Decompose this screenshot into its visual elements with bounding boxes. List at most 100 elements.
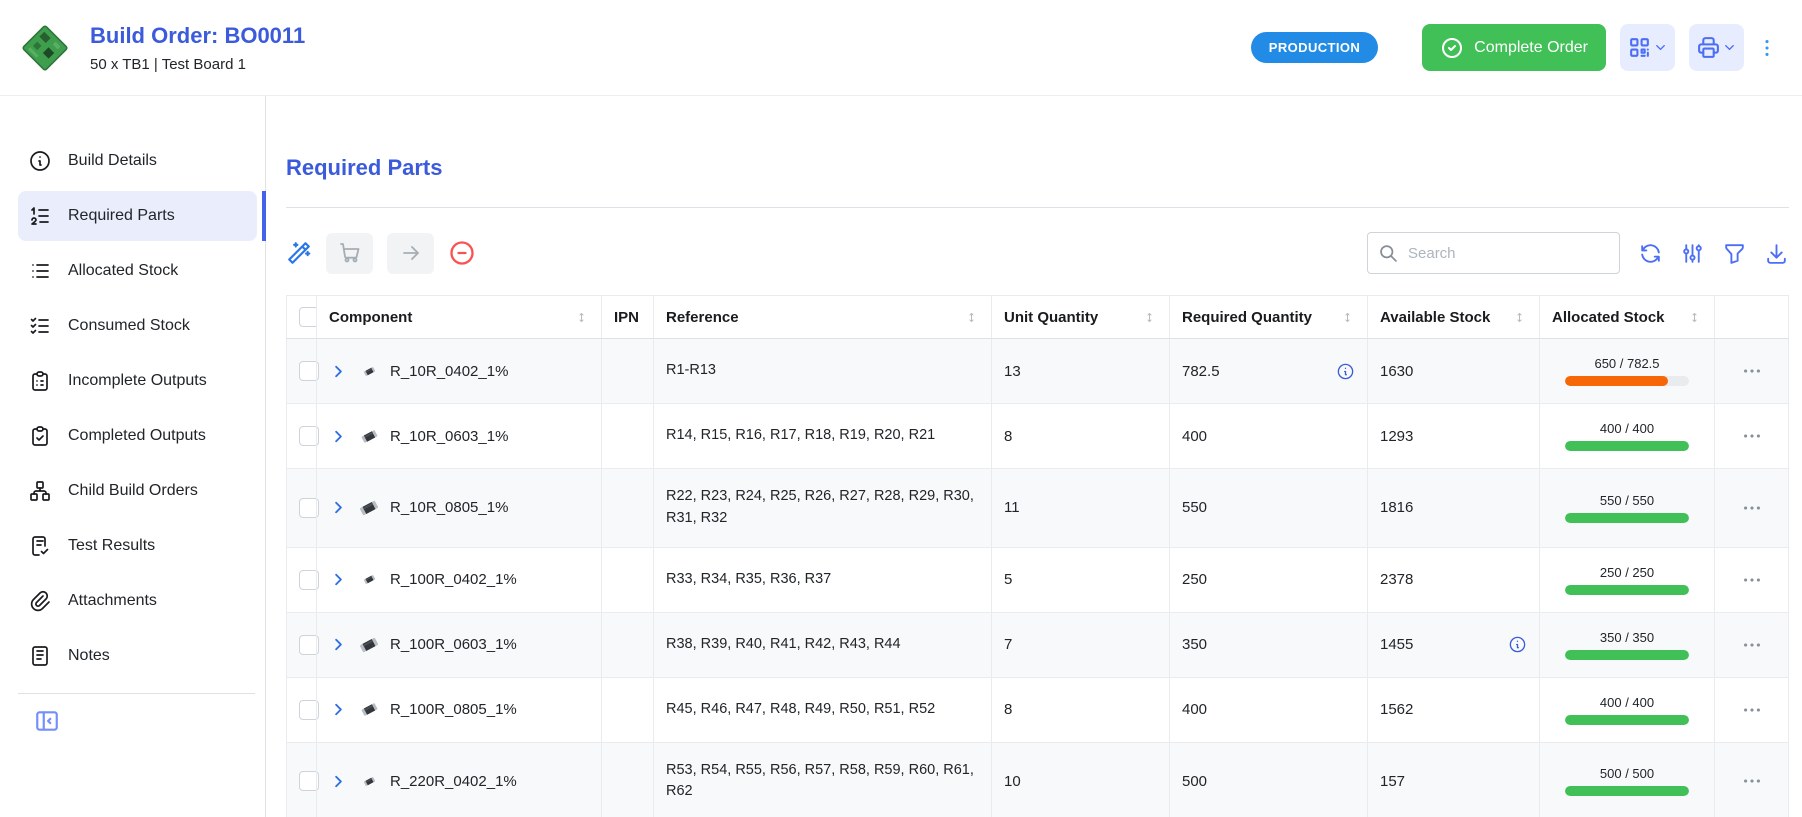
table-row: R_10R_0805_1% R22, R23, R24, R25, R26, R2…	[286, 468, 1789, 548]
info-circle-icon	[28, 149, 52, 173]
qrcode-icon	[1627, 35, 1652, 60]
column-header-label: Available Stock	[1380, 308, 1491, 326]
sort-icon[interactable]	[1142, 310, 1157, 325]
column-header-label: Required Quantity	[1182, 308, 1313, 326]
component-name[interactable]: R_100R_0805_1%	[390, 701, 517, 718]
build-part-thumbnail[interactable]	[18, 21, 72, 75]
sidebar-navigation: Build Details Required Parts Allocated Sto…	[0, 96, 266, 817]
column-header-label: Unit Quantity	[1004, 308, 1099, 326]
actions-column-header	[1714, 295, 1789, 339]
arrow-right-button	[387, 232, 434, 274]
column-header-label: Component	[329, 308, 413, 326]
column-header-required-quantity[interactable]: Required Quantity	[1169, 295, 1368, 339]
expand-row-chevron-icon[interactable]	[329, 570, 348, 589]
circle-minus-button[interactable]	[448, 239, 476, 267]
filter-button[interactable]	[1722, 241, 1747, 266]
component-name[interactable]: R_10R_0805_1%	[390, 499, 509, 517]
component-name[interactable]: R_100R_0402_1%	[390, 571, 517, 588]
sort-icon[interactable]	[574, 310, 589, 325]
more-actions-button[interactable]	[1756, 37, 1778, 59]
clipboard-check-icon	[28, 424, 52, 448]
sidebar-item-consumed-stock[interactable]: Consumed Stock	[18, 301, 257, 351]
column-header-component[interactable]: Component	[316, 295, 602, 339]
chevron-down-icon	[1653, 40, 1668, 55]
available-stock-info-icon[interactable]	[1508, 635, 1527, 654]
row-actions-button[interactable]	[1727, 569, 1776, 591]
component-thumbnail[interactable]	[354, 774, 384, 789]
component-thumbnail[interactable]	[354, 496, 384, 520]
unit-quantity-cell: 13	[991, 338, 1170, 404]
expand-row-chevron-icon[interactable]	[329, 362, 348, 381]
expand-row-chevron-icon[interactable]	[329, 498, 348, 517]
column-header-unit-quantity[interactable]: Unit Quantity	[991, 295, 1170, 339]
sort-icon[interactable]	[1512, 310, 1527, 325]
collapse-sidebar-button[interactable]	[34, 708, 60, 734]
reference-cell: R53, R54, R55, R56, R57, R58, R59, R60, …	[653, 741, 992, 817]
column-header-available-stock[interactable]: Available Stock	[1367, 295, 1540, 339]
print-actions-button[interactable]	[1689, 24, 1744, 71]
component-thumbnail[interactable]	[354, 633, 384, 657]
table-row: R_100R_0603_1% R38, R39, R40, R41, R42, R…	[286, 611, 1789, 678]
row-actions-button[interactable]	[1727, 425, 1776, 447]
expand-row-chevron-icon[interactable]	[329, 772, 348, 791]
table-header-row: Component IPN Reference Unit Quantity Requir…	[286, 295, 1789, 339]
complete-order-button[interactable]: Complete Order	[1422, 24, 1606, 71]
table-row: R_10R_0603_1% R14, R15, R16, R17, R18, R1…	[286, 403, 1789, 469]
reference-cell: R33, R34, R35, R36, R37	[653, 546, 992, 613]
sort-icon[interactable]	[964, 310, 979, 325]
main-content: Required Parts Component IPN Reference Unit…	[266, 96, 1802, 817]
ipn-cell	[601, 403, 654, 469]
component-thumbnail[interactable]	[354, 572, 384, 587]
sidebar-item-attachments[interactable]: Attachments	[18, 576, 257, 626]
column-header-allocated-stock[interactable]: Allocated Stock	[1539, 295, 1715, 339]
table-toolbar	[286, 230, 1789, 276]
sort-icon[interactable]	[1340, 310, 1355, 325]
row-actions-button[interactable]	[1727, 360, 1776, 382]
search-input[interactable]	[1408, 244, 1609, 262]
table-row: R_10R_0402_1% R1-R13 13 782.5 1630 650 / 782.…	[286, 338, 1789, 404]
sidebar-item-incomplete-outputs[interactable]: Incomplete Outputs	[18, 356, 257, 406]
download-button[interactable]	[1764, 241, 1789, 266]
component-thumbnail[interactable]	[354, 699, 384, 720]
component-thumbnail[interactable]	[354, 426, 384, 447]
expand-row-chevron-icon[interactable]	[329, 427, 348, 446]
barcode-actions-button[interactable]	[1620, 24, 1675, 71]
row-actions-button[interactable]	[1727, 770, 1776, 792]
sidebar-item-test-results[interactable]: Test Results	[18, 521, 257, 571]
column-header-label: Reference	[666, 308, 739, 326]
row-actions-button[interactable]	[1727, 699, 1776, 721]
expand-row-chevron-icon[interactable]	[329, 700, 348, 719]
available-stock-value: 157	[1380, 772, 1406, 790]
reference-cell: R22, R23, R24, R25, R26, R27, R28, R29, …	[653, 468, 992, 548]
chevron-down-icon	[1722, 40, 1737, 55]
component-thumbnail[interactable]	[354, 364, 384, 379]
wand-button[interactable]	[286, 240, 312, 266]
adjustments-button[interactable]	[1680, 241, 1705, 266]
required-quantity-value: 782.5	[1182, 362, 1220, 380]
component-name[interactable]: R_10R_0603_1%	[390, 427, 509, 445]
sort-icon[interactable]	[1687, 310, 1702, 325]
allocated-progress-label: 400 / 400	[1599, 694, 1655, 710]
component-name[interactable]: R_220R_0402_1%	[390, 772, 517, 790]
row-actions-button[interactable]	[1727, 497, 1776, 519]
sidebar-item-label: Build Details	[68, 152, 157, 169]
reference-cell: R1-R13	[653, 338, 992, 404]
column-header-reference[interactable]: Reference	[653, 295, 992, 339]
sidebar-item-build-details[interactable]: Build Details	[18, 136, 257, 186]
sidebar-item-completed-outputs[interactable]: Completed Outputs	[18, 411, 257, 461]
required-quantity-info-icon[interactable]	[1336, 362, 1355, 381]
component-name[interactable]: R_100R_0603_1%	[390, 636, 517, 653]
sidebar-item-required-parts[interactable]: Required Parts	[18, 191, 266, 241]
refresh-button[interactable]	[1638, 241, 1663, 266]
allocated-progress-label: 250 / 250	[1599, 564, 1655, 580]
row-actions-button[interactable]	[1727, 634, 1776, 656]
component-name[interactable]: R_10R_0402_1%	[390, 362, 509, 380]
allocated-progress: 500 / 500	[1565, 766, 1689, 797]
allocated-progress: 550 / 550	[1565, 493, 1689, 523]
search-input-wrapper	[1367, 232, 1620, 274]
required-quantity-value: 400	[1182, 701, 1208, 718]
expand-row-chevron-icon[interactable]	[329, 635, 348, 654]
sidebar-item-notes[interactable]: Notes	[18, 631, 257, 681]
sidebar-item-child-build-orders[interactable]: Child Build Orders	[18, 466, 257, 516]
sidebar-item-allocated-stock[interactable]: Allocated Stock	[18, 246, 257, 296]
